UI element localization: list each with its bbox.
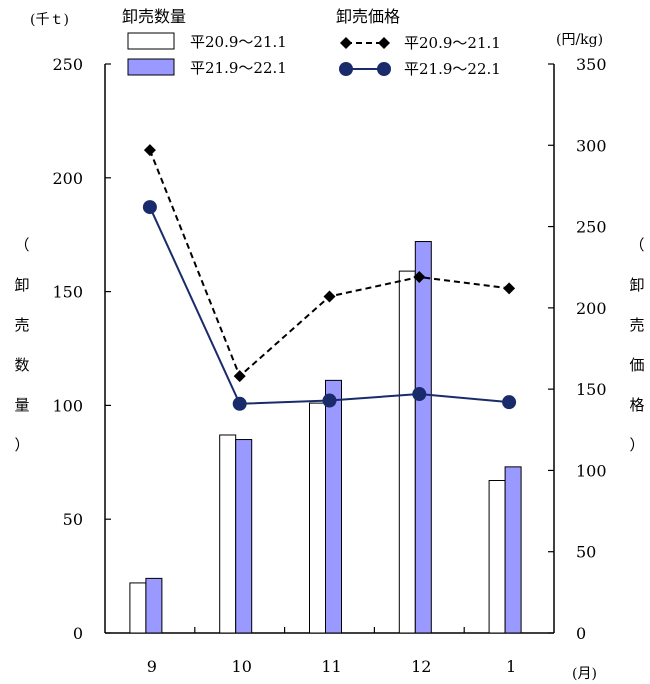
legend: 卸売数量 卸売価格 平20.9～21.1 平21.9～22.1 平20.9～21.1… <box>122 7 501 78</box>
bar-series-1 <box>219 434 237 634</box>
y-right-tick-label: 100 <box>576 461 607 480</box>
legend-line-label-1: 平20.9～21.1 <box>404 34 501 52</box>
line-series-1 <box>148 149 510 378</box>
bar-series-1 <box>398 270 416 634</box>
y-left-label-char: 売 <box>14 316 29 334</box>
x-category-label: 1 <box>506 657 516 676</box>
y-left-label-char: （ <box>14 236 29 254</box>
bar-series-1 <box>309 402 326 634</box>
y-right-label-char: 卸 <box>629 276 644 294</box>
y-right-label-char: 格 <box>629 396 644 414</box>
y-left-tick-label: 150 <box>52 283 83 302</box>
line-point-diamond <box>233 370 246 383</box>
line-point-diamond <box>413 270 426 283</box>
bar-series-2 <box>504 466 522 634</box>
y-left-tick-label: 200 <box>52 169 83 188</box>
legend-bar-label-1: 平20.9～21.1 <box>190 33 287 51</box>
legend-marker-diamond <box>378 37 390 49</box>
y-right-label-char: ） <box>629 436 644 454</box>
legend-marker-circle <box>339 62 353 76</box>
y-left-tick-label: 100 <box>52 396 83 415</box>
line-point-diamond <box>143 144 156 157</box>
y-left-label-char: 量 <box>14 396 29 414</box>
y-right-label-char: （ <box>629 236 644 254</box>
x-category-label: 11 <box>321 657 341 676</box>
bar-series-2 <box>414 241 432 634</box>
bar-series-1 <box>488 480 506 634</box>
bars <box>129 241 522 634</box>
y-left-tick-label: 0 <box>73 624 83 643</box>
price-lines <box>142 144 517 411</box>
line-point-diamond <box>323 290 336 303</box>
legend-bar-swatch-1 <box>127 32 175 50</box>
y-right-tick-label: 200 <box>576 299 607 318</box>
line-point-circle <box>142 200 157 215</box>
y-right-label-char: 売 <box>629 316 644 334</box>
legend-line-label-2: 平21.9～22.1 <box>404 60 501 78</box>
line-point-diamond <box>503 282 516 295</box>
bar-series-1 <box>129 582 147 634</box>
bar-series-2 <box>145 577 163 634</box>
y-right-tick-label: 0 <box>576 624 586 643</box>
y-left-label-char: ） <box>14 436 29 454</box>
legend-bar-label-2: 平21.9～22.1 <box>190 59 287 77</box>
legend-line-group-title: 卸売価格 <box>336 7 400 26</box>
legend-marker-circle <box>377 62 391 76</box>
y-right-tick-label: 50 <box>576 543 596 562</box>
line-point-circle <box>412 387 427 402</box>
x-category-label: 9 <box>147 657 157 676</box>
legend-bar-group-title: 卸売数量 <box>122 7 186 26</box>
y-right-tick-label: 350 <box>576 55 607 74</box>
legend-bar-swatch-2 <box>127 58 175 76</box>
line-point-circle <box>322 393 337 408</box>
y-left-unit: (千ｔ) <box>30 12 69 28</box>
y-right-unit: (円/kg) <box>556 32 603 48</box>
y-left-label-char: 数 <box>14 356 29 374</box>
bar-series-2 <box>325 379 342 634</box>
x-unit: (月) <box>572 666 597 682</box>
line-point-circle <box>502 395 517 410</box>
line-series-2 <box>148 206 510 405</box>
y-right-label-char: 価 <box>629 356 644 374</box>
x-category-label: 12 <box>411 657 431 676</box>
axes: 0 50 100 150 200 250 0 50 100 150 200 250 300 350 9 10 1… <box>14 55 644 676</box>
x-category-label: 10 <box>232 657 252 676</box>
bar-series-2 <box>235 439 253 634</box>
y-right-tick-label: 300 <box>576 136 607 155</box>
y-right-tick-label: 250 <box>576 218 607 237</box>
y-left-tick-label: 50 <box>63 510 83 529</box>
y-left-label-char: 卸 <box>14 276 29 294</box>
y-left-tick-label: 250 <box>52 55 83 74</box>
legend-marker-diamond <box>340 37 352 49</box>
y-right-tick-label: 150 <box>576 380 607 399</box>
line-point-circle <box>232 396 247 411</box>
